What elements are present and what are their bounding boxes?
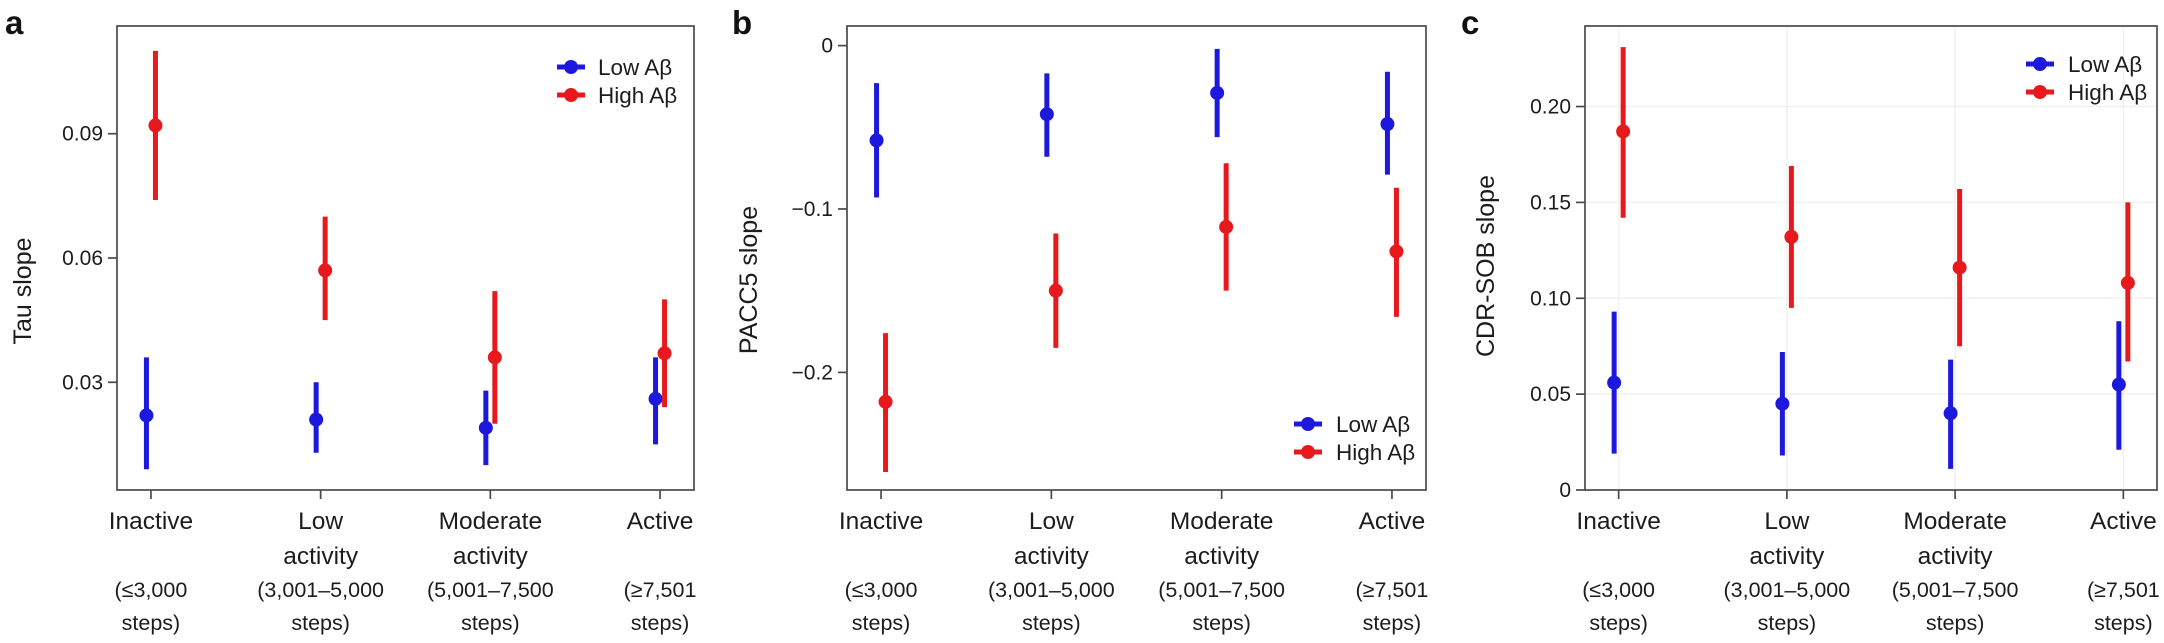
legend-entry-label: High Aβ [2068, 80, 2147, 105]
x-category-label: Inactive [109, 508, 193, 535]
legend-entry-label: Low Aβ [1336, 412, 1410, 437]
point-estimate-low-ab [869, 133, 884, 148]
x-category-label: activity [283, 543, 359, 570]
y-tick-label: 0.09 [62, 123, 103, 146]
legend-entry-label: High Aβ [598, 83, 677, 108]
x-category-label: Low [298, 508, 343, 535]
y-tick-label: −0.2 [792, 361, 833, 384]
point-estimate-low-ab [1210, 85, 1225, 100]
legend-entry-label: Low Aβ [598, 55, 672, 80]
point-estimate-low-ab [139, 408, 154, 423]
legend-marker-dot [1301, 417, 1315, 431]
y-tick-label: 0.20 [1530, 96, 1571, 119]
x-category-label: Active [2090, 508, 2157, 535]
point-estimate-high-ab [2120, 275, 2135, 290]
legend-entry-label: Low Aβ [2068, 52, 2142, 77]
point-estimate-low-ab [648, 391, 663, 406]
y-axis-title-c: CDR-SOB slope [1472, 175, 1500, 357]
x-category-steps-label: (5,001–7,500 [1892, 578, 2019, 602]
point-estimate-low-ab [1380, 117, 1395, 132]
x-category-steps-label: steps) [631, 611, 690, 635]
x-category-steps-label: steps) [291, 611, 350, 635]
x-category-label: activity [1918, 543, 1994, 570]
x-category-steps-label: steps) [1926, 611, 1985, 635]
point-estimate-high-ab [1616, 124, 1631, 139]
x-category-steps-label: (5,001–7,500 [427, 578, 554, 602]
x-category-steps-label: (≤3,000 [845, 578, 918, 602]
legend-marker-dot [564, 88, 578, 102]
x-category-label: Active [627, 508, 694, 535]
point-estimate-high-ab [1048, 283, 1063, 298]
x-category-steps-label: steps) [1192, 611, 1251, 635]
x-category-steps-label: (≤3,000 [115, 578, 188, 602]
point-estimate-high-ab [1784, 229, 1799, 244]
x-category-label: Inactive [1576, 508, 1660, 535]
x-category-label: activity [1184, 543, 1260, 570]
x-category-label: activity [1014, 543, 1090, 570]
y-tick-label: 0.15 [1530, 191, 1571, 214]
x-category-steps-label: steps) [122, 611, 181, 635]
point-estimate-high-ab [878, 394, 893, 409]
plot-border-c [1584, 25, 2158, 491]
x-category-label: Moderate [1903, 508, 2007, 535]
point-estimate-low-ab [1607, 375, 1622, 390]
x-category-label: Moderate [439, 508, 543, 535]
point-estimate-low-ab [1943, 406, 1958, 421]
panel-letter-a: a [5, 4, 24, 41]
x-category-label: Moderate [1170, 508, 1274, 535]
x-category-steps-label: (5,001–7,500 [1158, 578, 1285, 602]
x-category-steps-label: (≥7,501 [2087, 578, 2160, 602]
panel-letter-c: c [1461, 4, 1480, 41]
y-tick-label: 0 [1559, 479, 1571, 502]
x-category-steps-label: steps) [1589, 611, 1648, 635]
point-estimate-low-ab [478, 420, 493, 435]
point-estimate-low-ab [1775, 396, 1790, 411]
panel-letter-b: b [732, 4, 753, 41]
x-category-steps-label: (3,001–5,000 [1724, 578, 1851, 602]
x-category-steps-label: (≥7,501 [1356, 578, 1429, 602]
y-tick-label: 0 [821, 35, 833, 58]
point-estimate-high-ab [1219, 219, 1234, 234]
y-axis-title-b: PACC5 slope [735, 206, 763, 354]
y-tick-label: 0.03 [62, 371, 103, 394]
y-tick-label: 0.10 [1530, 287, 1571, 310]
legend-entry-label: High Aβ [1336, 440, 1415, 465]
x-category-steps-label: (3,001–5,000 [988, 578, 1115, 602]
x-category-steps-label: (≤3,000 [1582, 578, 1655, 602]
point-estimate-high-ab [1389, 244, 1404, 259]
x-category-steps-label: steps) [1758, 611, 1817, 635]
y-axis-title-a: Tau slope [9, 237, 37, 344]
legend-marker-dot [2033, 85, 2047, 99]
plot-border-b [846, 25, 1427, 491]
x-category-label: Active [1359, 508, 1426, 535]
point-estimate-high-ab [487, 350, 502, 365]
x-category-steps-label: steps) [1363, 611, 1422, 635]
x-category-label: activity [453, 543, 529, 570]
x-category-label: activity [1749, 543, 1825, 570]
y-tick-label: −0.1 [792, 198, 833, 221]
x-category-steps-label: (3,001–5,000 [257, 578, 384, 602]
x-category-steps-label: (≥7,501 [624, 578, 697, 602]
point-estimate-low-ab [309, 412, 324, 427]
x-category-steps-label: steps) [461, 611, 520, 635]
y-tick-label: 0.05 [1530, 383, 1571, 406]
x-category-label: Low [1764, 508, 1809, 535]
legend-marker-dot [1301, 445, 1315, 459]
point-estimate-low-ab [1039, 107, 1054, 122]
point-estimate-high-ab [148, 118, 163, 133]
x-category-label: Low [1029, 508, 1074, 535]
legend-marker-dot [564, 60, 578, 74]
point-estimate-high-ab [1952, 260, 1967, 275]
point-estimate-low-ab [2111, 377, 2126, 392]
x-category-steps-label: steps) [2094, 611, 2153, 635]
point-estimate-high-ab [657, 346, 672, 361]
x-category-steps-label: steps) [1022, 611, 1081, 635]
x-category-steps-label: steps) [852, 611, 911, 635]
legend-marker-dot [2033, 57, 2047, 71]
y-tick-label: 0.06 [62, 247, 103, 270]
point-estimate-high-ab [318, 263, 333, 278]
x-category-label: Inactive [839, 508, 923, 535]
